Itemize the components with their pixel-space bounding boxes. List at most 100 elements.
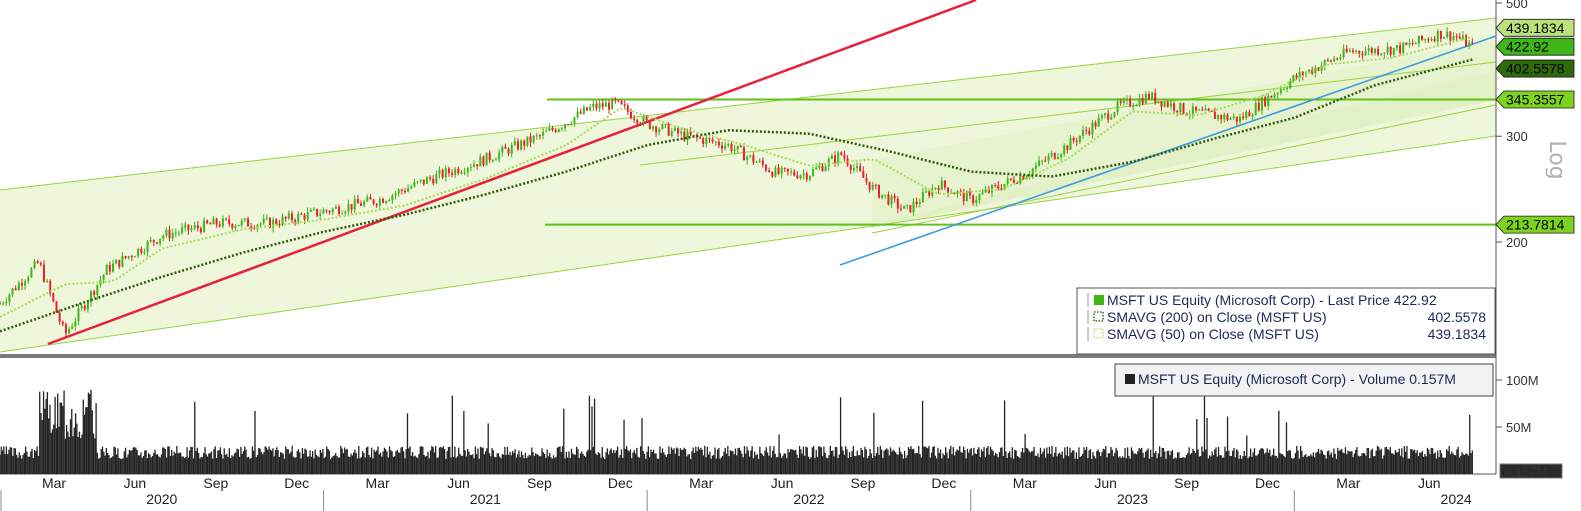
candle-body — [196, 225, 199, 229]
candle-body — [1056, 157, 1059, 159]
candle-body — [733, 149, 736, 151]
candle-body — [234, 226, 237, 229]
candle-body — [513, 141, 516, 146]
candle-body — [413, 181, 416, 187]
candle-body — [1433, 38, 1436, 42]
candle-body — [1198, 109, 1201, 111]
candle-body — [1063, 145, 1066, 155]
candle-body — [143, 252, 146, 254]
candle-body — [1053, 152, 1056, 159]
candle-body — [1104, 113, 1107, 116]
candle-body — [1022, 175, 1025, 180]
candle-body — [840, 152, 843, 155]
log-scale-label[interactable]: Log — [1544, 140, 1569, 179]
candle-body — [504, 146, 507, 149]
candle-body — [721, 145, 724, 149]
candle-body — [1317, 67, 1320, 71]
candle-body — [429, 177, 432, 179]
candle-body — [181, 227, 184, 233]
inner-channel-line — [871, 104, 1497, 234]
candle-body — [523, 140, 526, 146]
candle-body — [80, 305, 83, 309]
candle-body — [281, 216, 284, 225]
candle-body — [209, 223, 212, 225]
month-label: Sep — [851, 475, 876, 491]
legend-entry-label: MSFT US Equity (Microsoft Corp) - Last P… — [1107, 292, 1437, 308]
candle-body — [416, 181, 419, 183]
price-tick-label: 500 — [1506, 0, 1528, 11]
candle-body — [1107, 113, 1110, 120]
candle-body — [849, 165, 852, 171]
candle-body — [218, 224, 221, 227]
candle-body — [507, 148, 510, 154]
candle-body — [1414, 43, 1417, 45]
candle-body — [133, 256, 136, 258]
candle-body — [730, 143, 733, 151]
volume-axis: 100M 50M 0.157M — [1496, 373, 1563, 479]
candle-body — [1012, 179, 1015, 183]
month-label: Jun — [1418, 475, 1441, 491]
candle-body — [1345, 48, 1348, 52]
candle-body — [830, 155, 833, 159]
candle-body — [1452, 36, 1455, 41]
candle-body — [899, 208, 902, 210]
candle-body — [673, 127, 676, 131]
candle-body — [149, 239, 152, 242]
month-label: Mar — [366, 475, 390, 491]
candle-body — [1330, 60, 1333, 62]
candle-body — [1000, 188, 1003, 190]
candle-body — [466, 168, 469, 173]
legend-entry-label: SMAVG (50) on Close (MSFT US) — [1107, 326, 1319, 342]
candle-body — [953, 193, 956, 195]
candle-body — [903, 205, 906, 209]
candle-body — [749, 155, 752, 157]
candle-body — [127, 256, 130, 258]
candle-body — [316, 208, 319, 216]
candle-body — [1342, 48, 1345, 58]
candle-body — [1323, 60, 1326, 66]
candle-body — [1424, 39, 1427, 41]
candle-body — [796, 175, 799, 179]
price-tick-label: 300 — [1506, 129, 1528, 144]
candle-body — [419, 179, 422, 182]
candle-body — [799, 175, 802, 179]
candle-body — [203, 220, 206, 233]
candle-body — [937, 187, 940, 190]
candle-body — [655, 126, 658, 133]
candle-body — [887, 194, 890, 205]
candle-body — [1458, 36, 1461, 39]
month-label: Sep — [203, 475, 228, 491]
candle-body — [859, 166, 862, 171]
candle-body — [526, 136, 529, 146]
candle-body — [8, 294, 11, 302]
candle-body — [683, 131, 686, 141]
candle-body — [1436, 30, 1439, 42]
candle-body — [410, 186, 413, 189]
candle-body — [1402, 42, 1405, 54]
candle-body — [1245, 111, 1248, 119]
candle-body — [473, 164, 476, 168]
candle-body — [30, 268, 33, 278]
candle-body — [306, 211, 309, 220]
candle-body — [403, 190, 406, 192]
candle-body — [407, 188, 410, 192]
candle-body — [74, 321, 77, 327]
candle-body — [893, 195, 896, 199]
candle-body — [55, 301, 58, 313]
candle-body — [1298, 71, 1301, 78]
candle-body — [71, 326, 74, 329]
candle-body — [1238, 116, 1241, 122]
candle-body — [372, 199, 375, 204]
candle-body — [852, 168, 855, 171]
month-label: Jun — [124, 475, 147, 491]
candle-body — [64, 324, 67, 334]
candle-body — [755, 161, 758, 163]
candle-body — [1091, 122, 1094, 135]
candle-body — [1260, 97, 1263, 111]
candle-body — [1380, 53, 1383, 55]
candle-body — [774, 167, 777, 177]
blue-trend-line — [839, 35, 1497, 266]
candle-body — [714, 141, 717, 143]
candle-body — [14, 288, 17, 290]
candle-body — [294, 220, 297, 222]
